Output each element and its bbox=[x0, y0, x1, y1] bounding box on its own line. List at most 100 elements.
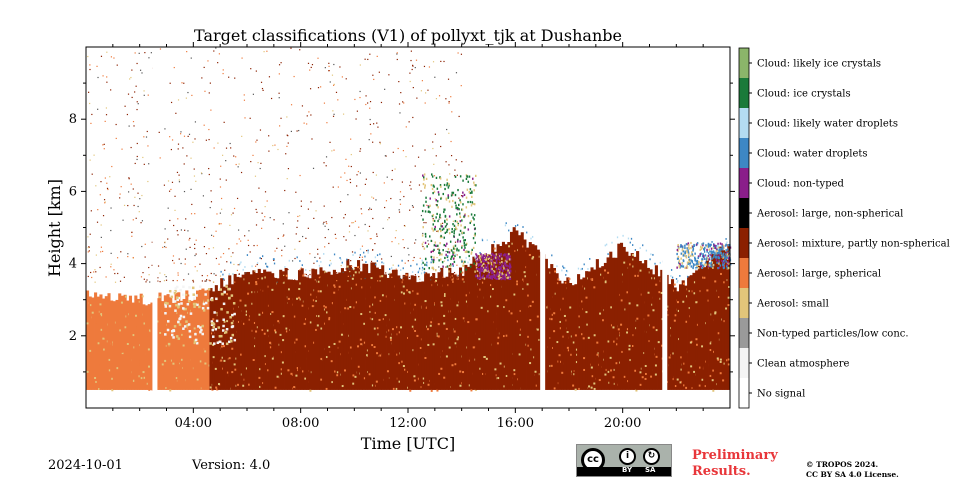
noise-speck bbox=[320, 86, 322, 88]
cloud-pixel bbox=[686, 251, 689, 254]
noise-speck bbox=[110, 207, 112, 209]
noise-speck bbox=[141, 194, 143, 197]
noise-speck bbox=[204, 90, 206, 92]
noise-speck bbox=[354, 234, 356, 237]
noise-speck bbox=[358, 226, 360, 228]
noise-speck bbox=[432, 147, 434, 150]
aerosol-speck bbox=[355, 283, 358, 286]
cloud-pixel bbox=[690, 265, 693, 268]
aerosol-speck bbox=[158, 296, 161, 299]
noise-speck bbox=[217, 62, 219, 64]
cloud-pixel bbox=[475, 257, 478, 260]
noise-speck bbox=[445, 98, 447, 100]
noise-speck bbox=[148, 163, 150, 165]
aerosol-speck bbox=[683, 384, 686, 387]
aerosol-speck bbox=[201, 341, 204, 344]
cloud-pixel bbox=[423, 247, 426, 250]
cloud-pixel bbox=[692, 254, 694, 257]
noise-speck bbox=[180, 131, 182, 133]
noise-speck bbox=[244, 117, 246, 119]
noise-speck bbox=[276, 247, 278, 249]
noise-speck bbox=[337, 186, 339, 188]
aerosol-speck bbox=[331, 381, 334, 384]
noise-speck bbox=[354, 220, 357, 222]
cloud-pixel bbox=[479, 274, 482, 277]
aerosol-column bbox=[518, 235, 522, 390]
aerosol-speck bbox=[554, 270, 557, 273]
cloud-pixel bbox=[685, 243, 688, 246]
cloud-pixel bbox=[474, 270, 476, 273]
noise-speck bbox=[254, 175, 257, 177]
aerosol-speck bbox=[620, 299, 623, 302]
aerosol-speck bbox=[475, 318, 478, 321]
aerosol-column bbox=[461, 275, 465, 390]
cloud-pixel bbox=[432, 249, 434, 253]
legend-swatch bbox=[739, 378, 749, 409]
aerosol-speck bbox=[620, 323, 623, 326]
clean-speck bbox=[220, 334, 223, 338]
noise-speck bbox=[412, 259, 414, 262]
noise-speck bbox=[163, 245, 166, 248]
cloud-top-speck bbox=[725, 238, 727, 240]
noise-speck bbox=[412, 86, 414, 89]
cloud-pixel bbox=[428, 267, 430, 270]
aerosol-speck bbox=[636, 304, 639, 307]
cloud-pixel bbox=[454, 254, 456, 257]
noise-speck bbox=[128, 178, 130, 180]
cloud-pixel bbox=[439, 184, 442, 187]
noise-speck bbox=[100, 236, 102, 238]
noise-speck bbox=[190, 188, 192, 190]
clean-speck bbox=[231, 333, 235, 337]
cloud-pixel bbox=[482, 258, 484, 261]
aerosol-speck bbox=[673, 283, 676, 286]
aerosol-speck bbox=[124, 295, 127, 298]
noise-speck bbox=[182, 147, 184, 149]
noise-speck bbox=[261, 227, 263, 229]
aerosol-speck bbox=[277, 320, 280, 323]
cloud-pixel bbox=[425, 177, 428, 181]
cloud-pixel bbox=[691, 251, 693, 254]
cloud-pixel bbox=[482, 275, 484, 278]
noise-speck bbox=[286, 145, 288, 148]
aerosol-speck bbox=[207, 341, 210, 344]
cloud-pixel bbox=[718, 266, 721, 269]
noise-speck bbox=[458, 280, 461, 282]
aerosol-column bbox=[252, 270, 256, 390]
cloud-top-speck bbox=[565, 269, 568, 272]
cloud-pixel bbox=[495, 265, 497, 268]
clean-speck bbox=[219, 288, 222, 291]
aerosol-column bbox=[622, 246, 626, 390]
cloud-top-speck bbox=[583, 263, 585, 266]
cloud-pixel bbox=[461, 219, 463, 222]
noise-speck bbox=[286, 116, 288, 118]
clean-speck bbox=[188, 335, 192, 339]
cloud-pixel bbox=[480, 266, 482, 270]
cloud-pixel bbox=[482, 268, 485, 271]
noise-speck bbox=[119, 197, 121, 199]
x-axis-label: Time [UTC] bbox=[361, 434, 455, 453]
aerosol-speck bbox=[201, 299, 204, 302]
noise-speck bbox=[435, 155, 437, 157]
aerosol-speck bbox=[553, 387, 556, 390]
aerosol-speck bbox=[354, 375, 357, 378]
aerosol-speck bbox=[505, 374, 508, 377]
cloud-pixel bbox=[490, 258, 492, 261]
aerosol-speck bbox=[404, 302, 407, 305]
cloud-pixel bbox=[687, 251, 690, 254]
cloud-pixel bbox=[443, 236, 446, 239]
aerosol-column bbox=[480, 258, 484, 390]
noise-speck bbox=[317, 57, 319, 59]
noise-speck bbox=[287, 168, 290, 170]
noise-speck bbox=[398, 80, 400, 83]
cloud-top-speck bbox=[701, 258, 703, 261]
noise-speck bbox=[117, 272, 119, 275]
noise-speck bbox=[325, 221, 327, 223]
cloud-top-speck bbox=[230, 261, 232, 264]
noise-speck bbox=[100, 246, 102, 248]
aerosol-speck bbox=[103, 348, 106, 351]
cloud-pixel bbox=[487, 273, 490, 276]
cloud-pixel bbox=[677, 255, 680, 259]
cloud-pixel bbox=[467, 228, 470, 231]
noise-speck bbox=[403, 195, 405, 198]
aerosol-speck bbox=[215, 386, 218, 389]
